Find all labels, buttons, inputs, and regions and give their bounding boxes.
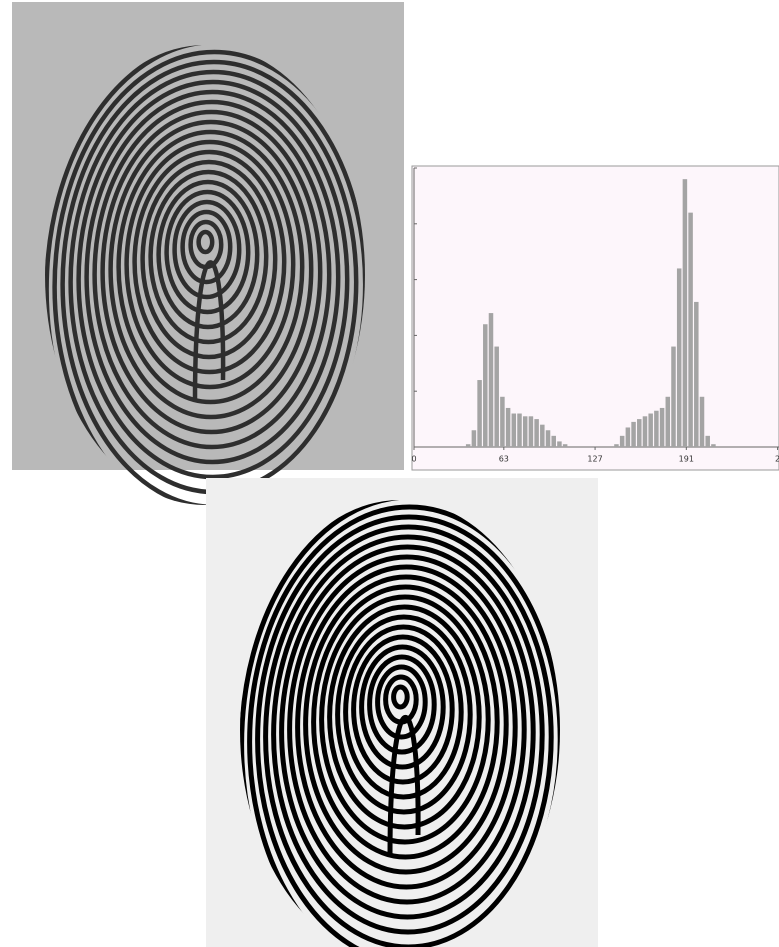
bar — [512, 414, 517, 447]
bar — [477, 380, 482, 447]
bar — [546, 430, 551, 447]
bar — [626, 427, 631, 447]
bar — [654, 411, 659, 447]
bar — [500, 397, 505, 447]
bar — [620, 436, 625, 447]
bar — [483, 324, 488, 447]
x-tick-label: 191 — [679, 455, 694, 464]
bar — [506, 408, 511, 447]
binarized-fingerprint — [206, 478, 598, 947]
bar — [540, 425, 545, 447]
bar — [700, 397, 705, 447]
bar — [648, 414, 653, 447]
bar — [660, 408, 665, 447]
x-tick-label: 63 — [499, 455, 509, 464]
page: 0 63 127 191 2 — [0, 0, 779, 947]
bar — [472, 430, 477, 447]
bar — [666, 397, 671, 447]
x-tick-label: 0 — [411, 455, 416, 464]
bar — [517, 414, 522, 447]
bar — [643, 416, 648, 447]
grayscale-fingerprint — [12, 2, 404, 537]
bar — [529, 416, 534, 447]
bar — [489, 313, 494, 447]
x-tick-label: 2 — [775, 455, 779, 464]
bar — [534, 419, 539, 447]
bar — [637, 419, 642, 447]
bar — [557, 441, 562, 447]
bar — [694, 302, 699, 447]
bar — [677, 268, 682, 447]
bar — [523, 416, 528, 447]
bar — [563, 444, 568, 447]
bar — [466, 444, 471, 447]
x-tick-label: 127 — [587, 455, 602, 464]
bar — [683, 179, 688, 447]
bar — [688, 213, 693, 447]
bar — [711, 444, 716, 447]
bar — [614, 444, 619, 447]
bar — [631, 422, 636, 447]
bar — [705, 436, 710, 447]
histogram-panel — [412, 166, 779, 470]
plot-background — [412, 166, 779, 470]
bar — [671, 347, 676, 447]
bar — [494, 347, 499, 447]
bar — [551, 436, 556, 447]
